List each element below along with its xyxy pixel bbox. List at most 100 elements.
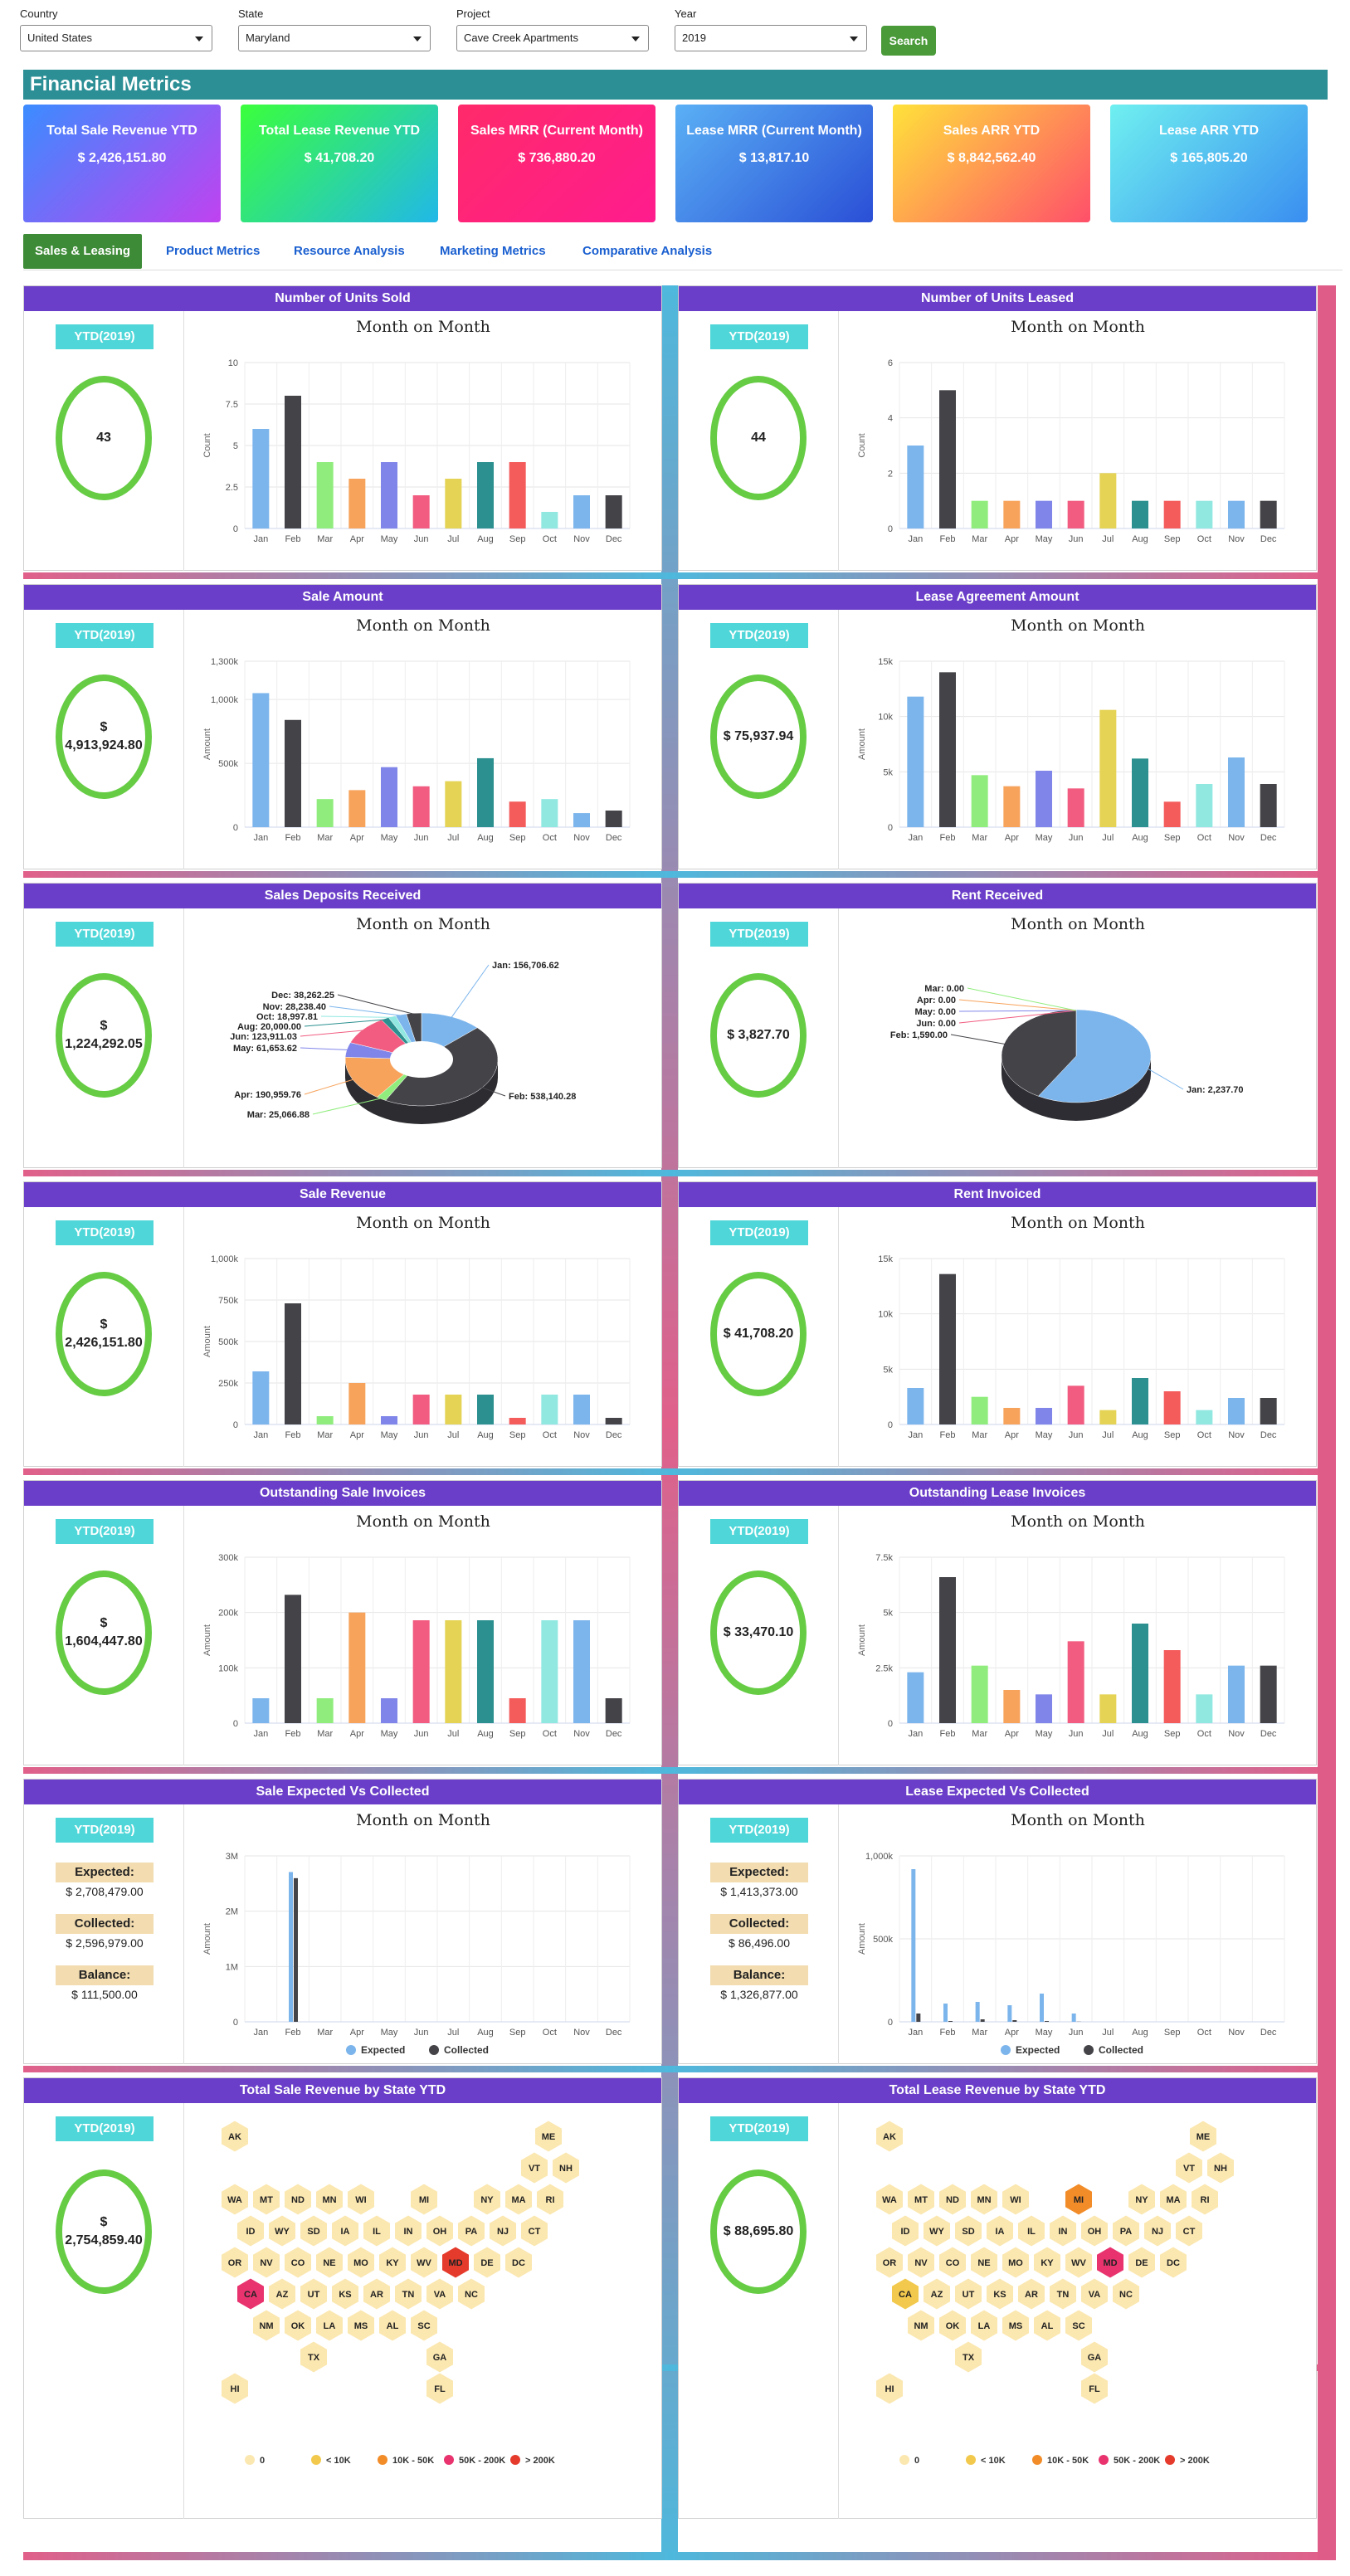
state-hex[interactable] xyxy=(552,2151,580,2184)
bar[interactable] xyxy=(971,1396,988,1424)
state-hex[interactable] xyxy=(426,2372,454,2405)
bar[interactable] xyxy=(1163,801,1181,827)
state-hex[interactable] xyxy=(426,2214,454,2247)
bar[interactable] xyxy=(445,1395,462,1424)
state-hex[interactable] xyxy=(1017,2277,1045,2311)
legend-label[interactable]: < 10K xyxy=(981,2456,1006,2466)
bar[interactable] xyxy=(1196,1410,1213,1424)
state-hex[interactable] xyxy=(970,2246,998,2279)
tab-sales-leasing[interactable]: Sales & Leasing xyxy=(23,234,143,269)
state-hex[interactable] xyxy=(1189,2120,1217,2153)
state-hex[interactable] xyxy=(1191,2183,1219,2216)
state-hex[interactable] xyxy=(954,2340,982,2374)
bar[interactable] xyxy=(605,1418,622,1424)
tab-marketing-metrics[interactable]: Marketing Metrics xyxy=(440,244,546,258)
bar[interactable] xyxy=(285,719,301,827)
bar[interactable] xyxy=(381,767,397,827)
bar[interactable] xyxy=(971,775,988,827)
state-hex[interactable] xyxy=(1143,2214,1172,2247)
state-hex[interactable] xyxy=(221,2246,249,2279)
state-hex[interactable] xyxy=(457,2277,485,2311)
bar[interactable] xyxy=(381,462,397,528)
state-hex[interactable] xyxy=(907,2246,935,2279)
bar[interactable] xyxy=(477,757,494,827)
bar[interactable] xyxy=(1003,1408,1021,1424)
state-hex[interactable] xyxy=(923,2277,951,2311)
bar[interactable] xyxy=(316,799,334,827)
bar[interactable] xyxy=(348,1612,366,1723)
state-hex[interactable] xyxy=(315,2183,344,2216)
bar[interactable] xyxy=(381,1416,397,1424)
bar[interactable] xyxy=(573,495,590,528)
state-hex[interactable] xyxy=(875,2372,904,2405)
state-hex[interactable] xyxy=(970,2309,998,2342)
legend-label[interactable]: 10K - 50K xyxy=(1047,2456,1089,2466)
bar[interactable] xyxy=(1228,500,1245,528)
bar[interactable] xyxy=(1163,1650,1181,1723)
state-select[interactable]: Maryland xyxy=(238,25,431,51)
bar[interactable] xyxy=(285,1303,301,1424)
state-hex[interactable] xyxy=(394,2214,422,2247)
bar[interactable] xyxy=(605,1698,622,1723)
state-hex[interactable] xyxy=(1065,2183,1093,2216)
state-hex[interactable] xyxy=(284,2246,312,2279)
state-hex[interactable] xyxy=(394,2277,422,2311)
bar[interactable] xyxy=(252,429,270,528)
state-hex[interactable] xyxy=(252,2246,280,2279)
bar[interactable] xyxy=(1196,1694,1213,1723)
state-hex[interactable] xyxy=(221,2372,249,2405)
bar[interactable] xyxy=(1163,1391,1181,1424)
legend-label[interactable]: 0 xyxy=(914,2456,919,2466)
bar[interactable] xyxy=(509,1698,526,1723)
bar[interactable] xyxy=(316,1698,334,1723)
bar[interactable] xyxy=(939,390,956,528)
bar[interactable] xyxy=(252,693,270,827)
bar-expected[interactable] xyxy=(289,1872,293,2022)
bar[interactable] xyxy=(971,1665,988,1723)
state-hex[interactable] xyxy=(347,2183,375,2216)
state-hex[interactable] xyxy=(457,2214,485,2247)
bar[interactable] xyxy=(1067,1641,1084,1723)
bar[interactable] xyxy=(1003,500,1021,528)
bar[interactable] xyxy=(1163,500,1181,528)
bar[interactable] xyxy=(939,672,956,827)
state-hex[interactable] xyxy=(268,2277,296,2311)
bar[interactable] xyxy=(1003,786,1021,827)
bar[interactable] xyxy=(445,1620,462,1723)
state-hex[interactable] xyxy=(1175,2151,1203,2184)
legend-label[interactable]: Expected xyxy=(361,2044,405,2056)
state-hex[interactable] xyxy=(1096,2246,1124,2279)
state-hex[interactable] xyxy=(252,2183,280,2216)
bar[interactable] xyxy=(1036,1408,1052,1424)
bar[interactable] xyxy=(1099,1694,1117,1723)
bar-collected[interactable] xyxy=(948,2021,953,2022)
state-hex[interactable] xyxy=(1159,2246,1187,2279)
bar[interactable] xyxy=(907,696,924,827)
bar-expected[interactable] xyxy=(975,2002,980,2022)
state-hex[interactable] xyxy=(520,2214,548,2247)
state-hex[interactable] xyxy=(1206,2151,1235,2184)
bar[interactable] xyxy=(1196,500,1213,528)
state-hex[interactable] xyxy=(1002,2183,1030,2216)
state-hex[interactable] xyxy=(473,2246,501,2279)
legend-label[interactable]: Expected xyxy=(1016,2044,1060,2056)
state-hex[interactable] xyxy=(300,2277,328,2311)
legend-label[interactable]: Collected xyxy=(444,2044,489,2056)
legend-label[interactable]: 50K - 200K xyxy=(1114,2456,1160,2466)
bar[interactable] xyxy=(285,1595,301,1723)
bar[interactable] xyxy=(1036,771,1052,827)
bar[interactable] xyxy=(1132,758,1148,827)
state-hex[interactable] xyxy=(410,2183,438,2216)
state-hex[interactable] xyxy=(1128,2246,1156,2279)
bar[interactable] xyxy=(1260,784,1277,827)
bar[interactable] xyxy=(907,446,924,528)
state-hex[interactable] xyxy=(347,2246,375,2279)
state-hex[interactable] xyxy=(300,2214,328,2247)
bar[interactable] xyxy=(1099,473,1117,528)
state-hex[interactable] xyxy=(1017,2214,1045,2247)
state-hex[interactable] xyxy=(315,2246,344,2279)
state-hex[interactable] xyxy=(891,2214,919,2247)
state-hex[interactable] xyxy=(938,2309,967,2342)
state-hex[interactable] xyxy=(891,2277,919,2311)
state-hex[interactable] xyxy=(1128,2183,1156,2216)
